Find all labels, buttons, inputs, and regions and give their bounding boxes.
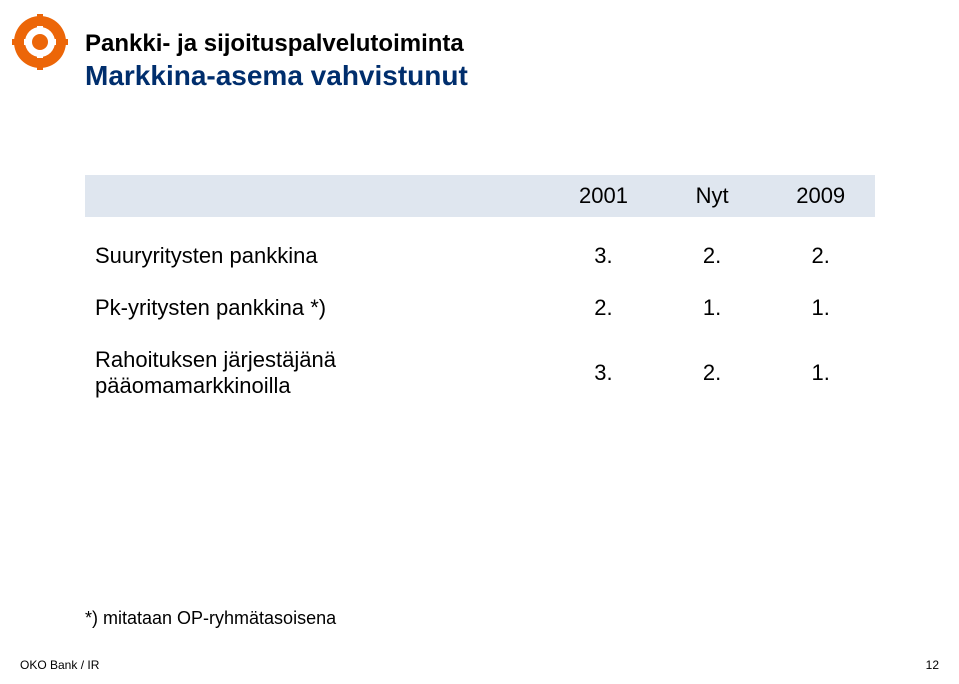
- title-line2: Markkina-asema vahvistunut: [85, 60, 468, 92]
- header-col-2001: 2001: [549, 183, 658, 209]
- header-col-2009: 2009: [766, 183, 875, 209]
- slide: Pankki- ja sijoituspalvelutoiminta Markk…: [0, 0, 959, 684]
- footer-page: 12: [926, 658, 939, 672]
- row-cell: 2.: [658, 243, 767, 269]
- row-cell: 1.: [766, 360, 875, 386]
- table-header-row: 2001 Nyt 2009: [85, 175, 875, 217]
- row-cell: 3.: [549, 243, 658, 269]
- table-row: Pk-yritysten pankkina *) 2. 1. 1.: [85, 269, 875, 321]
- header-col-nyt: Nyt: [658, 183, 767, 209]
- row-label: Rahoituksen järjestäjänä pääomamarkkinoi…: [85, 347, 549, 399]
- data-table: 2001 Nyt 2009 Suuryritysten pankkina 3. …: [85, 175, 875, 399]
- row-label: Suuryritysten pankkina: [85, 243, 549, 269]
- footnote: *) mitataan OP-ryhmätasoisena: [85, 608, 336, 629]
- row-cell: 2.: [549, 295, 658, 321]
- table-row: Rahoituksen järjestäjänä pääomamarkkinoi…: [85, 321, 875, 399]
- table-row: Suuryritysten pankkina 3. 2. 2.: [85, 217, 875, 269]
- row-label: Pk-yritysten pankkina *): [85, 295, 549, 321]
- op-logo: [10, 12, 70, 77]
- row-label-line2: pääomamarkkinoilla: [95, 373, 291, 398]
- row-cell: 1.: [658, 295, 767, 321]
- row-cell: 1.: [766, 295, 875, 321]
- row-cell: 3.: [549, 360, 658, 386]
- title-block: Pankki- ja sijoituspalvelutoiminta Markk…: [85, 30, 468, 92]
- row-cell: 2.: [766, 243, 875, 269]
- footer-left: OKO Bank / IR: [20, 658, 99, 672]
- row-cell: 2.: [658, 360, 767, 386]
- title-line1: Pankki- ja sijoituspalvelutoiminta: [85, 30, 468, 58]
- row-label-line1: Rahoituksen järjestäjänä: [95, 347, 336, 372]
